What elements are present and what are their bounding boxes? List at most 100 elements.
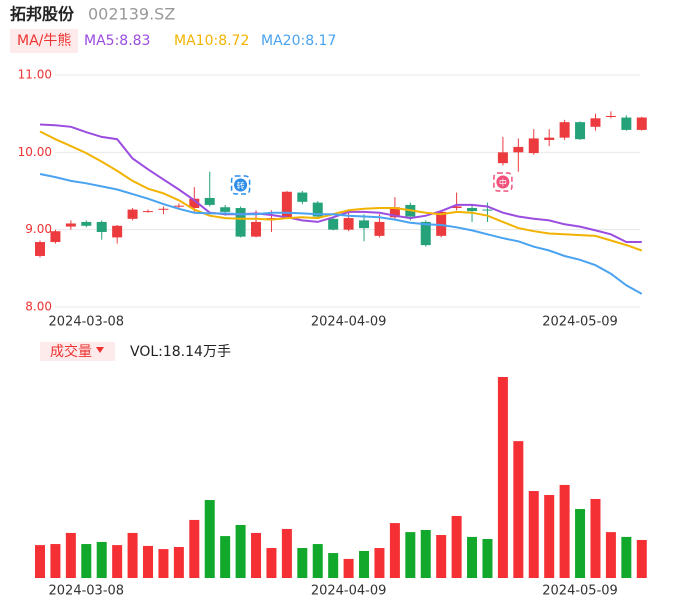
signal-badge	[493, 172, 513, 192]
candle-body	[127, 209, 138, 219]
volume-bar	[189, 519, 200, 578]
volume-indicator-box[interactable]	[40, 342, 115, 361]
indicator-label[interactable]: MA/牛熊	[17, 33, 71, 49]
volume-bar	[312, 544, 323, 578]
volume-bar	[266, 548, 277, 578]
volume-bar	[65, 532, 76, 578]
x-tick-label: 2024-04-09	[311, 315, 387, 330]
candle-body	[204, 197, 215, 205]
volume-bar	[112, 545, 123, 578]
candle-body	[158, 208, 169, 210]
candle-body	[636, 117, 647, 130]
candle-body	[621, 117, 632, 130]
candle-body	[173, 205, 184, 207]
candle-body	[220, 207, 231, 212]
candle-body	[544, 137, 555, 140]
volume-bar	[389, 523, 400, 578]
candle-body	[297, 192, 308, 202]
candle-body	[497, 152, 508, 164]
volume-bar	[513, 441, 524, 578]
volume-bar	[405, 532, 416, 578]
signal-dot	[234, 178, 248, 192]
candle-body	[575, 122, 586, 140]
volume-value-label: VOL:18.14万手	[130, 344, 231, 360]
stock-name: 拓邦股份	[10, 5, 75, 24]
candle-body	[451, 206, 462, 209]
candle-body	[65, 223, 76, 227]
candle-body	[96, 221, 107, 232]
y-tick-label: 11.00	[18, 68, 52, 82]
candle-body	[50, 231, 61, 243]
ma-line	[39, 123, 642, 243]
x-tick-label: 2024-03-08	[49, 315, 125, 330]
signal-badge	[230, 175, 251, 195]
dropdown-arrow[interactable]	[96, 347, 104, 353]
candle-body	[281, 191, 292, 219]
volume-indicator-label[interactable]: 成交量	[50, 343, 92, 360]
candle-body	[35, 242, 45, 256]
volume-bar	[127, 532, 138, 578]
candle-body	[359, 220, 370, 229]
legend-entry: MA5:8.83	[84, 33, 150, 49]
volume-bar	[436, 535, 447, 578]
candle-body	[436, 211, 447, 236]
candle-body	[143, 211, 154, 213]
x-tick-label: 2024-05-09	[542, 584, 618, 599]
candle-body	[328, 218, 339, 230]
x-tick-label: 2024-05-09	[542, 315, 618, 330]
volume-bar	[143, 545, 154, 578]
ma-line	[39, 130, 643, 252]
volume-bar	[544, 495, 555, 578]
candle-body	[467, 208, 478, 212]
volume-bar	[636, 539, 647, 578]
volume-bar	[328, 553, 339, 578]
volume-bar	[297, 548, 308, 578]
volume-bar	[467, 536, 478, 578]
candle-body	[189, 198, 200, 209]
candle-body	[235, 208, 246, 237]
volume-bar	[420, 530, 431, 578]
candle-body	[343, 218, 354, 230]
candle-body	[251, 221, 262, 237]
y-tick-label: 9.00	[25, 222, 52, 236]
candle-body	[312, 202, 323, 217]
volume-bar	[621, 536, 632, 578]
volume-bar	[81, 544, 92, 578]
candle-body	[420, 221, 431, 246]
candle-body	[112, 225, 123, 238]
candle-body	[559, 122, 570, 138]
volume-bar	[158, 549, 169, 578]
volume-bar	[35, 545, 45, 578]
candle-body	[513, 146, 524, 153]
volume-bar	[575, 509, 586, 578]
legend-entry: MA20:8.17	[261, 33, 336, 49]
stock-code: 002139.SZ	[88, 5, 175, 24]
volume-bar	[528, 491, 539, 578]
candle-body	[389, 207, 400, 218]
candle-body	[81, 221, 92, 226]
volume-bar	[482, 539, 493, 578]
signal-label: 中	[499, 178, 507, 188]
legend-entry: MA10:8.72	[174, 33, 249, 49]
candle-body	[590, 118, 601, 127]
volume-bar	[559, 484, 570, 578]
candle-body	[528, 138, 539, 154]
indicator-box[interactable]	[10, 29, 78, 53]
volume-bar	[451, 515, 462, 578]
volume-bar	[497, 377, 508, 578]
volume-bar	[173, 546, 184, 578]
volume-bar	[235, 524, 246, 578]
volume-bar	[220, 536, 231, 578]
candle-body	[605, 115, 616, 117]
x-tick-label: 2024-04-09	[311, 584, 387, 599]
ma-line	[39, 173, 643, 295]
volume-bar	[50, 544, 61, 578]
signal-label: 转	[237, 181, 245, 191]
volume-bar	[204, 500, 215, 578]
signal-dot	[496, 175, 510, 189]
x-tick-label: 2024-03-08	[49, 584, 125, 599]
y-tick-label: 8.00	[25, 300, 52, 314]
volume-bar	[96, 541, 107, 578]
candle-body	[482, 209, 493, 211]
